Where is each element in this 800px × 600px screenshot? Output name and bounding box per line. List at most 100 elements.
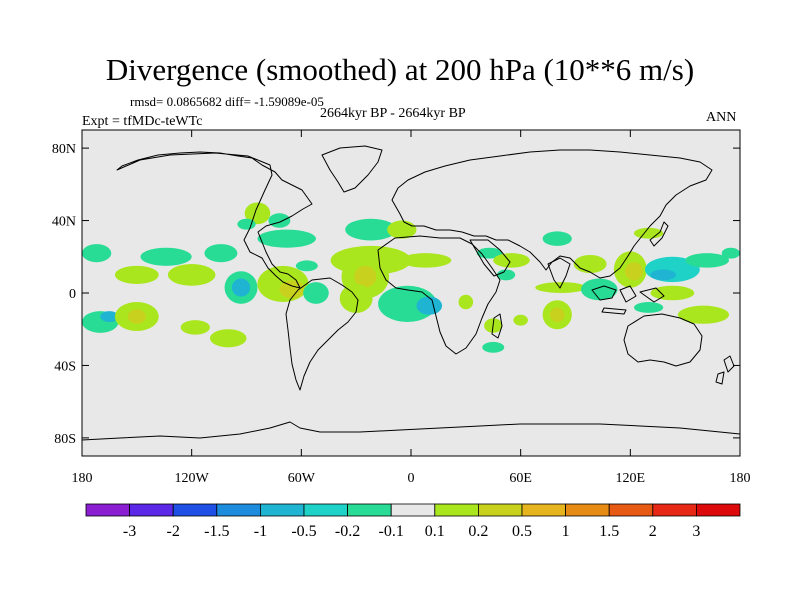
divergence-region-22 [387,220,417,239]
divergence-region-36 [513,314,528,326]
divergence-region-52 [721,247,740,259]
divergence-region-41 [573,254,607,274]
coastline-australia [623,313,703,367]
coastline-antarctica [82,421,740,441]
colorbar-swatch-10 [521,503,566,517]
colorbar-label-12: 2 [649,523,657,540]
colorbar-swatch-14 [696,503,741,517]
colorbar-label-2: -1.5 [204,523,229,540]
divergence-region-0 [244,202,271,225]
x-tick-label-4: 60E [509,471,532,486]
x-tick-label-3: 0 [408,471,415,486]
season-label: ANN [706,110,737,125]
divergence-region-19 [303,282,329,304]
x-tick-label-6: 180 [730,471,751,486]
y-tick-label-1: 40N [52,215,76,230]
divergence-region-25 [354,265,377,288]
y-tick-label-2: 0 [69,287,76,302]
coastline-madagascar [491,313,503,339]
coastline-arabia [469,239,511,277]
colorbar-label-3: -1 [254,523,267,540]
divergence-region-5 [140,247,192,266]
coastline-india [547,257,571,289]
experiment-label: Expt = tfMDc-teWTc [82,114,203,129]
colorbar-label-11: 1.5 [599,523,619,540]
x-tick-label-1: 120W [175,471,210,486]
colorbar-label-7: 0.1 [425,523,445,540]
divergence-region-16 [231,278,251,297]
x-tick-label-2: 60W [288,471,316,486]
y-tick-label-3: 40S [54,359,76,374]
coastline-europe-asia [391,149,713,279]
divergence-region-51 [677,305,730,324]
colorbar-swatch-11 [565,503,610,517]
colorbar-label-5: -0.2 [335,523,360,540]
divergence-region-39 [535,282,587,294]
x-axis-ticks: 180 120W 60W 0 60E 120E 180 [72,130,751,486]
divergence-region-18 [279,280,305,299]
colorbar-swatch-7 [390,503,436,517]
coastline-north-america [116,151,313,289]
y-axis-ticks: 80N 40N 0 40S 80S [52,142,740,447]
divergence-region-47 [650,269,677,281]
coastlines [82,145,740,441]
colorbar-label-10: 1 [562,523,570,540]
divergence-region-3 [257,229,316,248]
colorbar-swatch-13 [652,503,697,517]
x-tick-label-0: 180 [72,471,93,486]
divergence-region-33 [496,269,516,281]
divergence-region-32 [493,253,530,268]
coastline-japan [649,221,669,247]
colorbar-label-9: 0.5 [512,523,532,540]
colorbar-label-6: -0.1 [379,523,404,540]
divergence-region-42 [580,278,618,301]
divergence-region-38 [549,307,565,322]
divergence-region-29 [400,253,452,268]
coastline-new-zealand [715,355,735,385]
coastline-south-america [285,277,359,391]
coastline-africa [377,235,501,355]
divergence-region-20 [295,260,318,272]
colorbar-swatch-1 [129,503,174,517]
divergence-region-44 [624,262,644,281]
colorbar-label-1: -2 [167,523,180,540]
colorbar-swatch-12 [608,503,654,517]
coastline-greenland [321,145,383,193]
divergence-region-49 [650,285,695,301]
divergence-region-10 [127,309,146,324]
divergence-region-2 [268,213,291,228]
divergence-region-45 [633,227,664,239]
stats-label: rmsd= 0.0865682 diff= -1.59089e-05 [130,94,324,109]
colorbar-swatch-9 [477,503,523,517]
divergence-region-13 [114,265,159,284]
x-tick-label-5: 120E [616,471,646,486]
divergence-region-11 [180,320,210,335]
divergence-region-28 [416,296,443,315]
divergence-region-40 [542,231,572,246]
divergence-region-4 [204,244,238,263]
divergence-region-30 [458,294,474,310]
colorbar-swatch-3 [216,503,261,517]
colorbar-swatch-0 [85,503,130,517]
chart-subtitle: 2664kyr BP - 2664kyr BP [320,106,466,121]
colorbar-label-8: 0.2 [468,523,488,540]
colorbar-label-13: 3 [692,523,700,540]
divergence-region-14 [167,264,216,286]
divergence-region-21 [345,218,397,241]
coastline-maritime-continent [591,285,665,315]
colorbar-swatch-4 [259,503,305,517]
colorbar-swatch-5 [303,503,348,517]
divergence-region-6 [82,244,112,263]
colorbar-label-4: -0.5 [291,523,316,540]
y-tick-label-0: 80N [52,142,76,157]
divergence-region-12 [209,329,247,348]
colorbar-swatch-6 [347,503,392,517]
colorbar: -3 -2 -1.5 -1 -0.5 -0.2 -0.1 0.1 0.2 0.5 1 1.5 2 3 [85,503,741,540]
divergence-region-48 [685,253,730,268]
y-tick-label-4: 80S [54,432,76,447]
divergence-region-50 [633,302,664,313]
colorbar-label-0: -3 [123,523,136,540]
divergence-region-26 [339,283,373,313]
divergence-region-1 [237,218,256,230]
